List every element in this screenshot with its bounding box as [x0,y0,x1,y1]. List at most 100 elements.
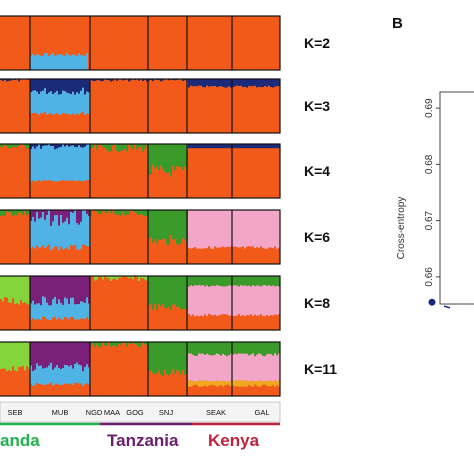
ancestry-bar [144,79,147,133]
ancestry-bar [84,342,87,368]
ancestry-bar [138,281,141,330]
ancestry-bar [276,16,279,70]
ancestry-bar [240,386,243,396]
ancestry-bar [30,383,33,396]
ancestry-bar [66,342,69,366]
ancestry-bar [78,53,81,70]
ancestry-bar [156,373,159,396]
ancestry-bar [8,79,11,81]
ancestry-bar [248,144,251,149]
ancestry-bar [168,172,171,198]
ancestry-bar [124,79,127,133]
ancestry-bar [256,87,259,133]
ancestry-bar [42,145,45,181]
ancestry-bar [150,237,153,264]
ancestry-bar [184,80,187,133]
ancestry-bar [166,374,169,396]
ancestry-bar [46,114,49,133]
ancestry-bar [256,285,259,316]
ancestry-bar [152,16,155,70]
ancestry-bar [30,92,33,114]
ancestry-bar [90,80,93,133]
ancestry-bar [10,210,13,213]
ancestry-bar [270,16,273,70]
ancestry-bar [64,248,67,264]
ancestry-bar [112,79,115,81]
ancestry-bar [58,225,61,251]
ancestry-bar [14,146,17,198]
ancestry-bar [170,16,173,70]
ancestry-bar [72,297,75,318]
ancestry-bar [124,276,127,330]
ancestry-bar [202,316,205,330]
ancestry-bar [182,276,185,310]
ancestry-bar [30,276,33,304]
ancestry-bar [144,216,147,264]
ancestry-bar [230,16,233,70]
ancestry-bar [226,276,229,287]
ancestry-bar [50,79,53,92]
ancestry-bar [250,314,253,330]
ancestry-bar [38,180,41,198]
ancestry-bar [0,16,3,70]
ancestry-bar [42,113,45,133]
ancestry-bar [54,342,57,368]
ancestry-bar [242,380,245,387]
ancestry-bar [222,276,225,287]
ancestry-bar [250,276,253,287]
ancestry-bar [28,342,31,369]
ancestry-bar [244,285,247,317]
ancestry-bar [86,383,89,396]
ancestry-bar [260,354,263,381]
ancestry-bar [62,210,65,223]
ancestry-bar [270,342,273,355]
ancestry-bar [106,342,109,346]
ancestry-bar [196,144,199,149]
ancestry-bar [86,246,89,264]
ancestry-bar [76,144,79,148]
ancestry-bar [84,56,87,70]
ancestry-bar [254,356,257,382]
ancestry-bar [34,385,37,396]
ancestry-bar [16,371,19,396]
ancestry-bar [276,86,279,133]
ancestry-bar [256,354,259,381]
ancestry-bar [104,345,107,396]
ancestry-bar [176,165,179,198]
ancestry-bar [182,144,185,171]
ancestry-bar [160,276,163,307]
ancestry-bar [30,149,33,182]
ancestry-bar [232,246,235,264]
ancestry-bar [254,384,257,396]
ancestry-bar [112,16,115,70]
ancestry-bar [216,210,219,248]
ancestry-bar [8,370,11,396]
ancestry-bar [0,276,3,300]
ancestry-bar [72,212,75,246]
ancestry-bar [270,285,273,316]
ancestry-bar [68,249,71,264]
ancestry-bar [146,210,149,216]
ancestry-bar [116,276,119,281]
ancestry-bar [268,16,271,70]
ancestry-bar [6,144,9,147]
ancestry-bar [180,374,183,396]
ancestry-bar [24,276,27,303]
ancestry-bar [84,94,87,115]
ancestry-bar [218,354,221,381]
ancestry-bar [154,16,157,70]
ancestry-bar [156,16,159,70]
ancestry-bar [12,298,15,330]
ancestry-bar [228,148,231,198]
panel-label-b: B [392,15,403,32]
ancestry-bar [188,210,191,248]
ancestry-bar [2,342,5,369]
ancestry-bar [208,86,211,133]
ancestry-bar [136,213,139,264]
ancestry-bar [198,380,201,387]
ancestry-bar [86,79,89,92]
ancestry-bar [204,286,207,315]
ancestry-bar [270,276,273,286]
ancestry-bar [76,342,79,363]
